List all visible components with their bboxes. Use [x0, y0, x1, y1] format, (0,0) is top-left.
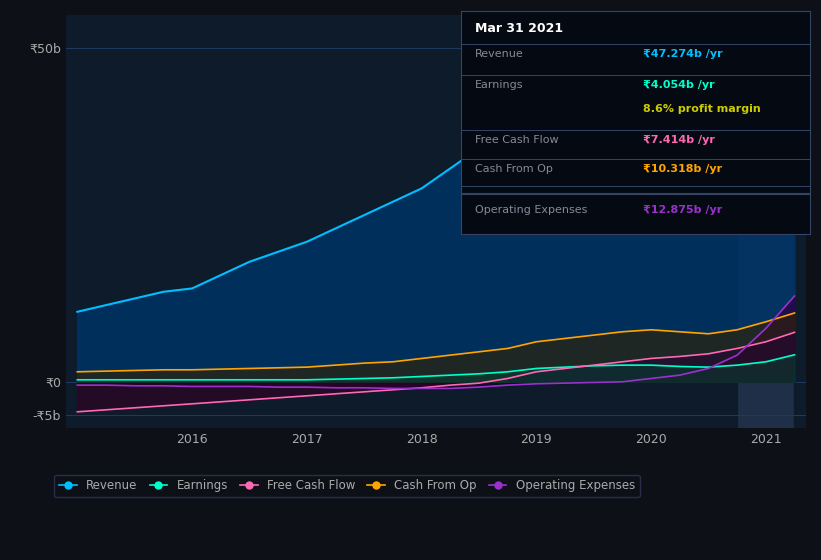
Text: Free Cash Flow: Free Cash Flow — [475, 135, 559, 145]
Text: Earnings: Earnings — [475, 81, 524, 90]
Text: ₹12.875b /yr: ₹12.875b /yr — [643, 206, 722, 215]
Text: ₹4.054b /yr: ₹4.054b /yr — [643, 81, 714, 90]
Text: ₹7.414b /yr: ₹7.414b /yr — [643, 135, 715, 145]
Text: Mar 31 2021: Mar 31 2021 — [475, 22, 563, 35]
Text: Cash From Op: Cash From Op — [475, 164, 553, 174]
Text: Revenue: Revenue — [475, 49, 524, 59]
Text: ₹47.274b /yr: ₹47.274b /yr — [643, 49, 722, 59]
Text: 8.6% profit margin: 8.6% profit margin — [643, 104, 760, 114]
Text: Operating Expenses: Operating Expenses — [475, 206, 588, 215]
Legend: Revenue, Earnings, Free Cash Flow, Cash From Op, Operating Expenses: Revenue, Earnings, Free Cash Flow, Cash … — [54, 474, 640, 497]
Text: ₹10.318b /yr: ₹10.318b /yr — [643, 164, 722, 174]
